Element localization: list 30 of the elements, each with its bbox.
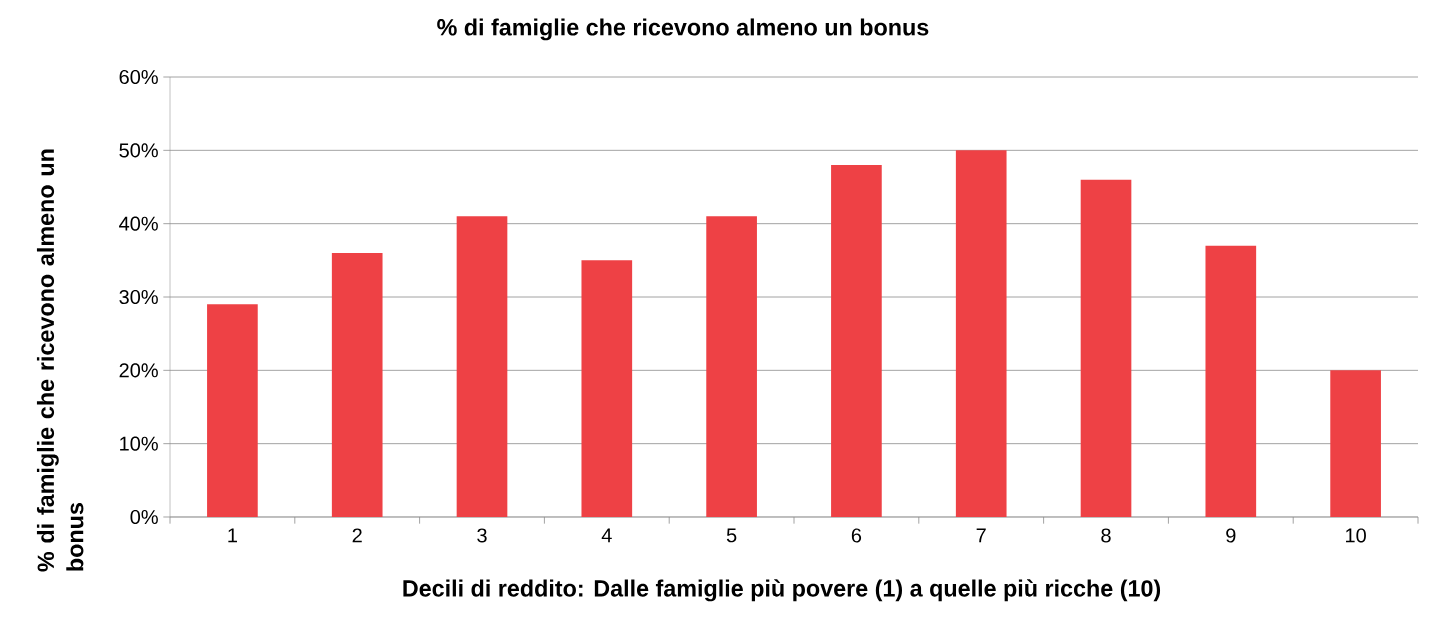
- bar: [456, 216, 508, 517]
- x-tick-label: 4: [601, 528, 612, 543]
- bar: [581, 260, 633, 517]
- x-tick-label: 8: [1101, 528, 1111, 543]
- y-tick-label: 10%: [120, 436, 158, 451]
- bar: [706, 216, 757, 517]
- y-tick-label: 40%: [119, 216, 158, 231]
- bar: [1080, 179, 1132, 517]
- y-tick-label: 0%: [130, 509, 158, 525]
- bar: [331, 253, 383, 517]
- bar: [1205, 245, 1257, 517]
- y-tick-label: 60%: [119, 69, 158, 85]
- bar: [955, 150, 1007, 517]
- bar: [831, 165, 882, 517]
- bar: [1330, 370, 1381, 517]
- x-tick-label: 2: [352, 528, 362, 543]
- x-tick-label: 7: [976, 528, 986, 543]
- x-tick-label: 5: [726, 528, 737, 543]
- chart-title: % di famiglie che ricevono almeno un bonus: [437, 18, 929, 41]
- x-tick-label: 1: [228, 528, 237, 543]
- x-tick-label: 3: [477, 528, 487, 543]
- x-tick-label: 9: [1226, 528, 1236, 543]
- y-tick-label: 30%: [119, 289, 158, 305]
- y-tick-label: 50%: [119, 143, 158, 158]
- x-tick-label: 6: [851, 528, 862, 543]
- bar: [207, 304, 258, 517]
- x-axis-title: Decili di reddito: Dalle famiglie più povere (1) a quelle più ricche (10): [403, 579, 1161, 602]
- y-axis-title: % di famiglie che ricevono almeno un bonus: [36, 149, 84, 572]
- x-tick-label: 10: [1346, 528, 1366, 543]
- y-tick-label: 20%: [119, 363, 158, 378]
